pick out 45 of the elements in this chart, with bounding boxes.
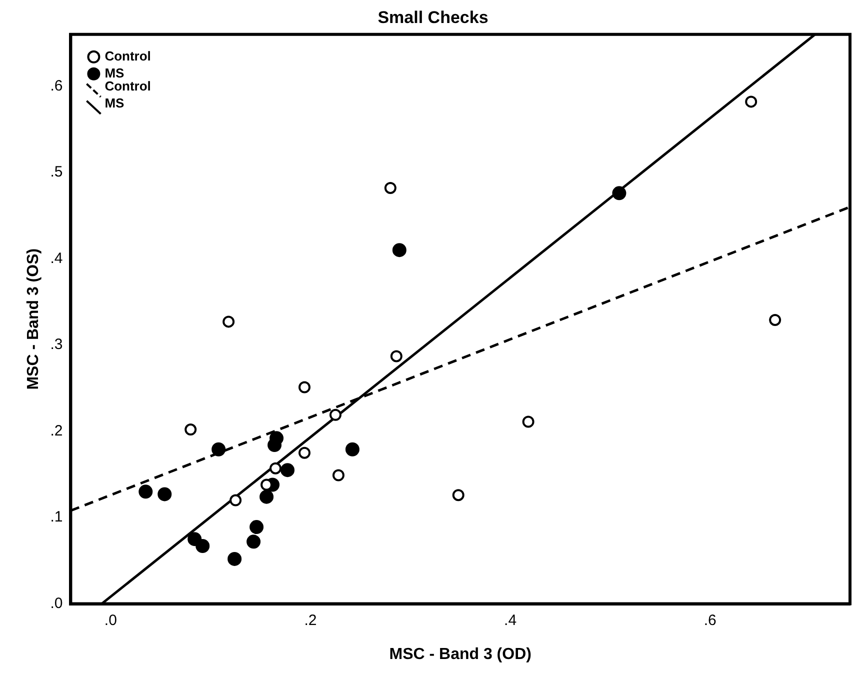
y-tick-label: .3 <box>50 336 63 354</box>
point <box>158 487 172 502</box>
legend-label: MS <box>104 65 125 80</box>
point <box>769 314 782 326</box>
point <box>392 243 406 258</box>
legend-label: Control <box>104 48 151 64</box>
y-axis-title: MSC - Band 3 (OS) <box>25 248 42 390</box>
point <box>298 446 310 459</box>
point <box>268 438 282 452</box>
legend-label: MS <box>104 95 125 110</box>
point <box>138 484 153 499</box>
point <box>246 534 261 549</box>
point <box>298 381 310 394</box>
point <box>384 182 396 194</box>
point <box>270 462 282 474</box>
x-axis-title: MSC - Band 3 (OD) <box>389 646 532 663</box>
point <box>612 186 626 200</box>
x-tick-label: .0 <box>104 612 117 629</box>
x-tick-label: .2 <box>304 612 317 629</box>
point <box>329 408 342 421</box>
point <box>280 463 295 478</box>
y-tick-label: .5 <box>50 164 63 181</box>
point <box>390 350 402 362</box>
x-tick-label: .6 <box>704 612 716 629</box>
point <box>196 538 210 553</box>
point <box>452 489 464 502</box>
point <box>745 96 758 108</box>
point <box>260 490 274 504</box>
chart-title: Small Checks <box>378 8 488 27</box>
x-tick-label: .4 <box>504 612 517 629</box>
point <box>522 416 534 428</box>
point <box>222 316 235 328</box>
point <box>332 469 344 482</box>
point <box>345 442 360 456</box>
point <box>228 552 242 566</box>
y-tick-label: .0 <box>50 594 63 612</box>
legend-label: Control <box>104 78 151 94</box>
y-tick-label: .2 <box>50 422 63 440</box>
point <box>212 442 226 456</box>
y-tick-label: .6 <box>50 77 63 94</box>
point <box>250 520 264 534</box>
y-tick-label: .4 <box>50 250 63 267</box>
point <box>184 424 197 436</box>
point <box>230 494 242 506</box>
y-tick-label: .1 <box>50 508 63 526</box>
